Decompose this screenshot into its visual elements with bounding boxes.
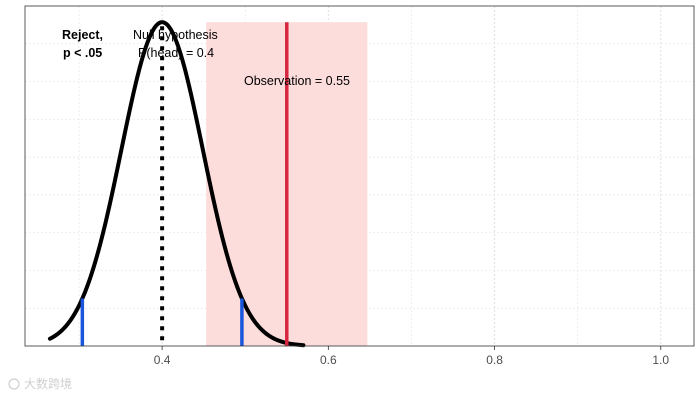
grid <box>25 5 694 346</box>
null-distribution-curve <box>47 20 306 348</box>
x-tick-label: 1.0 <box>652 353 669 367</box>
x-tick-label: 0.6 <box>320 353 337 367</box>
x-tick-label: 0.8 <box>486 353 503 367</box>
watermark: 大数跨境 <box>24 376 72 391</box>
x-axis: 0.4 0.6 0.8 1.0 <box>154 346 669 367</box>
null-hypothesis-label-line1: Null hypothesis <box>133 28 218 42</box>
observation-label: Observation = 0.55 <box>244 74 350 88</box>
null-hypothesis-label-line2: P(head) = 0.4 <box>138 46 214 60</box>
reject-label-line1: Reject, <box>62 28 103 42</box>
reject-label-line2: p < .05 <box>63 46 102 60</box>
panel-border <box>24 5 695 347</box>
x-tick-label: 0.4 <box>154 353 171 367</box>
watermark-icon <box>8 378 20 390</box>
marks <box>47 20 306 348</box>
